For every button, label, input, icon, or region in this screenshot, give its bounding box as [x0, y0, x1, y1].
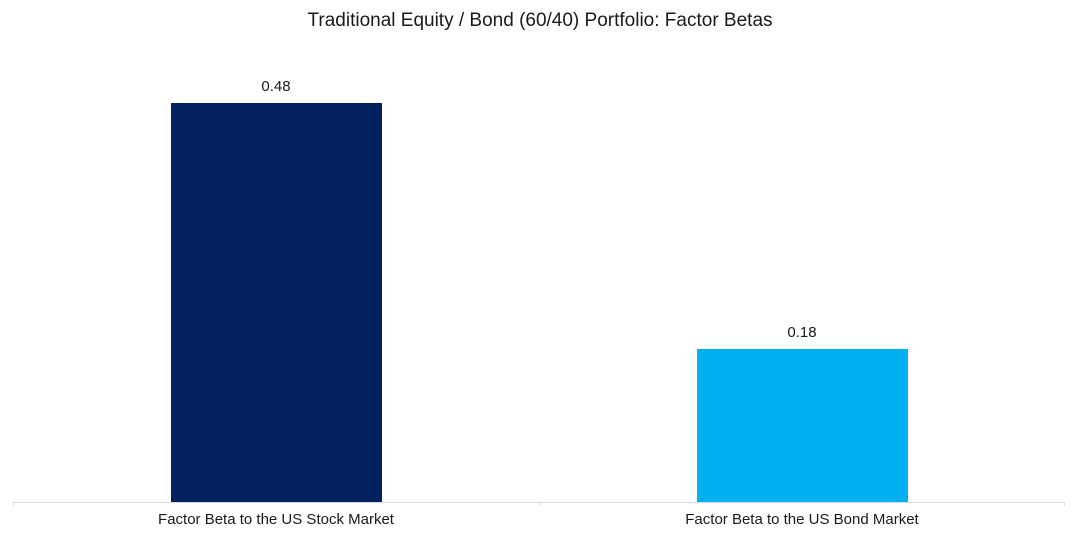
- chart-title: Traditional Equity / Bond (60/40) Portfo…: [307, 10, 773, 31]
- category-label-stock-market: Factor Beta to the US Stock Market: [158, 511, 394, 528]
- x-axis-tick-right: [1064, 502, 1065, 506]
- bar-bond-market: [696, 349, 908, 502]
- x-axis-labels: Factor Beta to the US Stock Market Facto…: [13, 511, 1065, 529]
- x-axis-tick-center: [539, 502, 540, 506]
- x-axis-tick-left: [13, 502, 14, 506]
- bar-value-label-stock: 0.48: [261, 78, 291, 95]
- category-group-stock-market: 0.48: [13, 79, 539, 502]
- plot-area: 0.48 0.18: [13, 79, 1065, 506]
- category-group-bond-market: 0.18: [539, 79, 1065, 502]
- category-label-bond-market: Factor Beta to the US Bond Market: [685, 511, 919, 528]
- bar-value-label-bond: 0.18: [787, 324, 817, 341]
- bar-stock-market: [170, 103, 382, 502]
